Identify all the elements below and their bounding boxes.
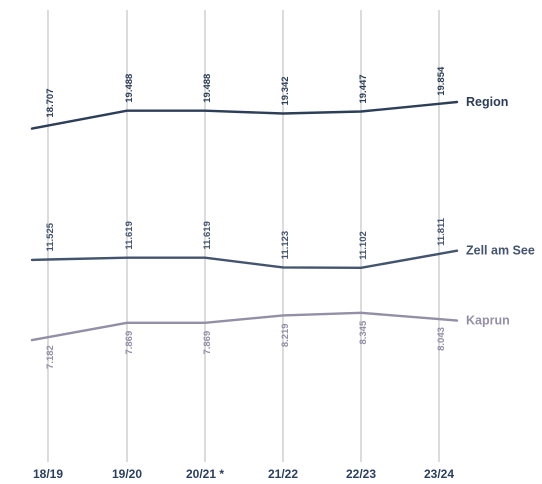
data-label: 8.043 (436, 327, 447, 351)
x-tick-label: 18/19 (33, 467, 63, 481)
x-tick-label: 22/23 (346, 467, 376, 481)
series-labels: Region Zell am See Kaprun (466, 95, 535, 328)
data-label: 19.447 (358, 74, 369, 103)
series-line-kaprun (30, 311, 459, 342)
series-label: Region (466, 95, 508, 109)
data-label: 11.619 (202, 221, 213, 250)
data-label: 18.707 (45, 89, 56, 118)
data-label: 11.619 (124, 221, 135, 250)
gridlines (47, 10, 440, 462)
data-label: 19.488 (124, 74, 135, 103)
data-label: 7.869 (124, 331, 135, 355)
data-label: 11.102 (358, 231, 369, 260)
x-axis-tick-labels: 18/19 19/20 20/21 * 21/22 22/23 23/24 (33, 467, 454, 481)
data-label: 11.525 (45, 222, 56, 251)
data-label: 11.811 (436, 217, 447, 246)
series-line-zell-am-see (30, 249, 459, 269)
x-tick-label: 21/22 (268, 467, 298, 481)
data-label: 19.854 (436, 66, 447, 96)
data-label: 11.123 (280, 231, 291, 260)
data-labels: 18.707 19.488 19.488 19.342 19.447 19.854 11.5… (45, 66, 447, 369)
data-label: 7.182 (45, 345, 56, 369)
series-line-region (30, 100, 459, 130)
data-label: 19.342 (280, 76, 291, 105)
data-label: 19.488 (202, 74, 213, 103)
x-tick-label: 19/20 (112, 467, 142, 481)
series-label: Kaprun (466, 314, 510, 328)
data-label: 7.869 (202, 331, 213, 355)
data-label: 8.219 (280, 323, 291, 347)
series-lines (30, 100, 459, 342)
x-tick-label: 20/21 * (186, 467, 224, 481)
x-tick-label: 23/24 (424, 467, 454, 481)
data-label: 8.345 (358, 320, 369, 344)
series-label: Zell am See (466, 244, 535, 258)
